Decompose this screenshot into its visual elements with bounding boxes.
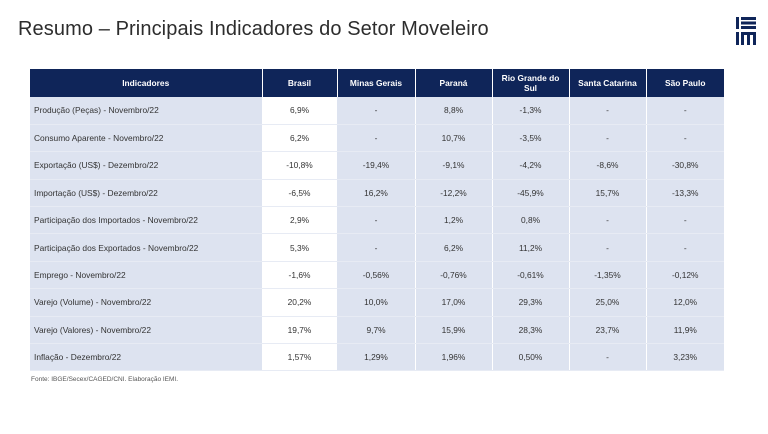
table-row: Varejo (Volume) - Novembro/22 20,2% 10,0… <box>30 288 724 317</box>
column-header: Santa Catarina <box>569 69 647 97</box>
table-cell: - <box>337 124 416 153</box>
row-label: Produção (Peças) - Novembro/22 <box>30 97 263 125</box>
row-label: Consumo Aparente - Novembro/22 <box>30 124 263 153</box>
column-header: Brasil <box>262 69 338 97</box>
row-label: Varejo (Valores) - Novembro/22 <box>30 316 263 345</box>
table-cell: 6,9% <box>262 97 338 125</box>
table-cell: -1,3% <box>492 97 570 125</box>
row-label: Inflação - Dezembro/22 <box>30 343 263 372</box>
table-cell: 8,8% <box>415 97 493 125</box>
table-cell: 3,23% <box>646 343 724 372</box>
row-label: Participação dos Exportados - Novembro/2… <box>30 233 263 262</box>
table-cell: - <box>646 233 724 262</box>
table-cell: 23,7% <box>569 316 647 345</box>
table-cell: 25,0% <box>569 288 647 317</box>
table-cell: 10,0% <box>337 288 416 317</box>
table-cell: - <box>337 97 416 125</box>
table-cell: -45,9% <box>492 179 570 208</box>
table-cell: -1,35% <box>569 261 647 290</box>
table-cell: 15,9% <box>415 316 493 345</box>
table-row: Participação dos Importados - Novembro/2… <box>30 206 724 235</box>
table-row: Exportação (US$) - Dezembro/22 -10,8% -1… <box>30 151 724 180</box>
table-cell: -0,56% <box>337 261 416 290</box>
table-row: Inflação - Dezembro/22 1,57% 1,29% 1,96%… <box>30 343 724 372</box>
table-row: Consumo Aparente - Novembro/22 6,2% - 10… <box>30 124 724 153</box>
row-label: Participação dos Importados - Novembro/2… <box>30 206 263 235</box>
table-cell: -1,6% <box>262 261 338 290</box>
row-label: Exportação (US$) - Dezembro/22 <box>30 151 263 180</box>
table-cell: - <box>569 124 647 153</box>
table-cell: -8,6% <box>569 151 647 180</box>
table-cell: 19,7% <box>262 316 338 345</box>
table-cell: 11,2% <box>492 233 570 262</box>
table-cell: 17,0% <box>415 288 493 317</box>
column-header: Minas Gerais <box>337 69 416 97</box>
table-cell: 29,3% <box>492 288 570 317</box>
column-header: São Paulo <box>646 69 724 97</box>
table-cell: 15,7% <box>569 179 647 208</box>
table-cell: 6,2% <box>262 124 338 153</box>
table-cell: -13,3% <box>646 179 724 208</box>
table-cell: - <box>646 97 724 125</box>
table-cell: 5,3% <box>262 233 338 262</box>
table-cell: - <box>569 343 647 372</box>
table-cell: - <box>569 233 647 262</box>
table-row: Participação dos Exportados - Novembro/2… <box>30 233 724 262</box>
table-cell: -10,8% <box>262 151 338 180</box>
table-cell: 12,0% <box>646 288 724 317</box>
column-header: Indicadores <box>30 69 263 97</box>
table-cell: - <box>646 124 724 153</box>
table-cell: -0,61% <box>492 261 570 290</box>
table-cell: 1,96% <box>415 343 493 372</box>
slide-title: Resumo – Principais Indicadores do Setor… <box>18 18 489 40</box>
table-cell: -9,1% <box>415 151 493 180</box>
row-label: Importação (US$) - Dezembro/22 <box>30 179 263 208</box>
table-cell: 20,2% <box>262 288 338 317</box>
table-cell: 10,7% <box>415 124 493 153</box>
table-cell: 0,50% <box>492 343 570 372</box>
table-cell: - <box>569 97 647 125</box>
iemi-logo-icon <box>736 17 756 45</box>
column-header: Paraná <box>415 69 493 97</box>
table-cell: 9,7% <box>337 316 416 345</box>
table-cell: 2,9% <box>262 206 338 235</box>
table-cell: -0,12% <box>646 261 724 290</box>
table-cell: 0,8% <box>492 206 570 235</box>
table-row: Produção (Peças) - Novembro/22 6,9% - 8,… <box>30 97 724 125</box>
table-cell: 1,2% <box>415 206 493 235</box>
table-cell: -30,8% <box>646 151 724 180</box>
table-cell: -19,4% <box>337 151 416 180</box>
table-cell: 1,29% <box>337 343 416 372</box>
table-row: Importação (US$) - Dezembro/22 -6,5% 16,… <box>30 179 724 208</box>
table-cell: - <box>337 206 416 235</box>
column-header: Rio Grande do Sul <box>492 69 570 97</box>
table-header-row: Indicadores Brasil Minas Gerais Paraná R… <box>30 69 724 97</box>
source-note: Fonte: IBGE/Secex/CAGED/CNI. Elaboração … <box>31 376 179 383</box>
indicators-table: Indicadores Brasil Minas Gerais Paraná R… <box>30 69 724 372</box>
row-label: Varejo (Volume) - Novembro/22 <box>30 288 263 317</box>
table-cell: -12,2% <box>415 179 493 208</box>
table-cell: - <box>569 206 647 235</box>
table-cell: 28,3% <box>492 316 570 345</box>
table-cell: -0,76% <box>415 261 493 290</box>
table-row: Varejo (Valores) - Novembro/22 19,7% 9,7… <box>30 316 724 345</box>
table-cell: - <box>646 206 724 235</box>
table-cell: -6,5% <box>262 179 338 208</box>
table-cell: 6,2% <box>415 233 493 262</box>
table-cell: - <box>337 233 416 262</box>
table-row: Emprego - Novembro/22 -1,6% -0,56% -0,76… <box>30 261 724 290</box>
row-label: Emprego - Novembro/22 <box>30 261 263 290</box>
table-cell: 16,2% <box>337 179 416 208</box>
table-cell: 11,9% <box>646 316 724 345</box>
table-cell: -4,2% <box>492 151 570 180</box>
table-cell: 1,57% <box>262 343 338 372</box>
table-cell: -3,5% <box>492 124 570 153</box>
